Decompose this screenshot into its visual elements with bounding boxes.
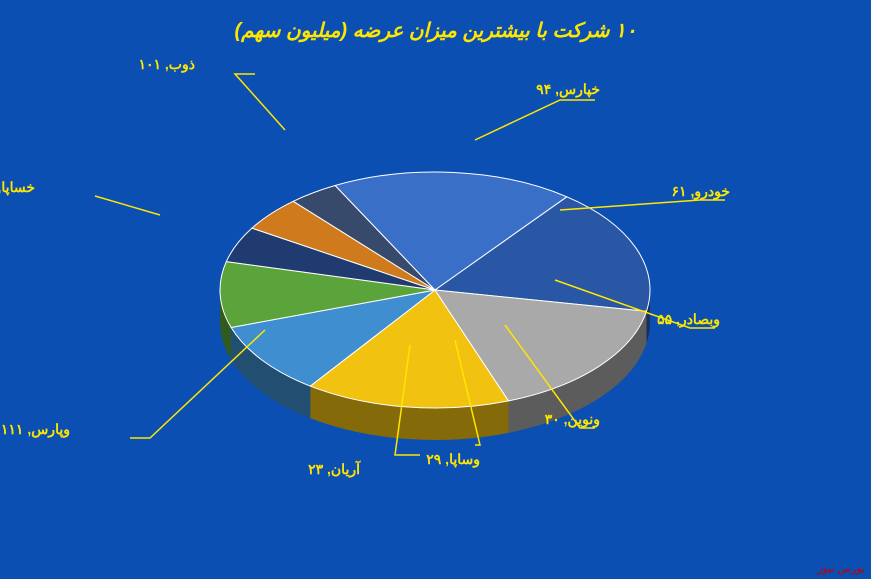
label-zob: ذوب, ۱۰۱	[138, 56, 195, 73]
footer-credit: بورس نیوز	[817, 562, 865, 575]
label-vepars: وپارس, ۱۱۱	[1, 421, 70, 438]
label-vesapa: وساپا, ۲۹	[426, 451, 480, 468]
label-venovin: ونوین, ۳۰	[545, 411, 600, 428]
leader-zob	[235, 74, 285, 130]
pie-chart: خپارس, ۹۴ خودرو, ۶۱ وبصادر, ۵۵ ونوین, ۳۰ وسا…	[0, 0, 871, 579]
label-vebsader: وبصادر, ۵۵	[657, 311, 720, 328]
label-khodro: خودرو, ۶۱	[672, 183, 730, 200]
leader-khapars	[475, 100, 595, 140]
label-khapars: خپارس, ۹۴	[536, 81, 600, 98]
leader-khesapa	[95, 196, 160, 215]
label-aryan: آریان, ۲۳	[308, 460, 361, 478]
label-khesapa: خساپا, ۱۰۶	[0, 179, 35, 196]
